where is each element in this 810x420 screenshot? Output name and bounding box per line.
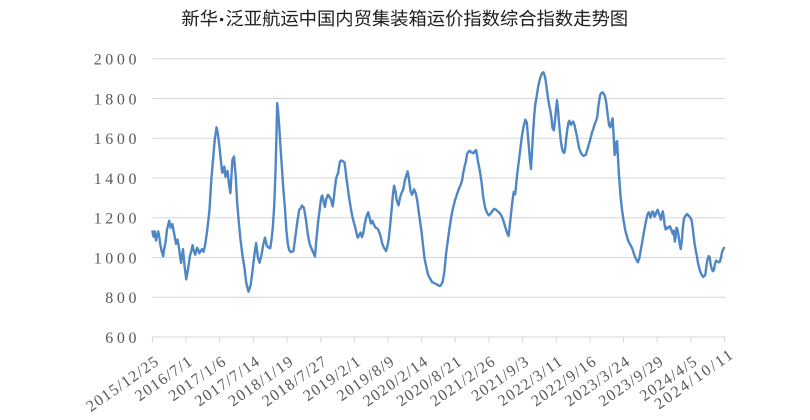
svg-text:1800: 1800: [94, 91, 140, 108]
svg-text:600: 600: [105, 330, 140, 347]
svg-text:800: 800: [105, 290, 140, 307]
svg-text:1600: 1600: [94, 131, 140, 148]
svg-text:2000: 2000: [94, 52, 140, 69]
svg-text:1000: 1000: [94, 250, 140, 267]
svg-text:1200: 1200: [94, 211, 140, 228]
svg-text:1400: 1400: [94, 171, 140, 188]
